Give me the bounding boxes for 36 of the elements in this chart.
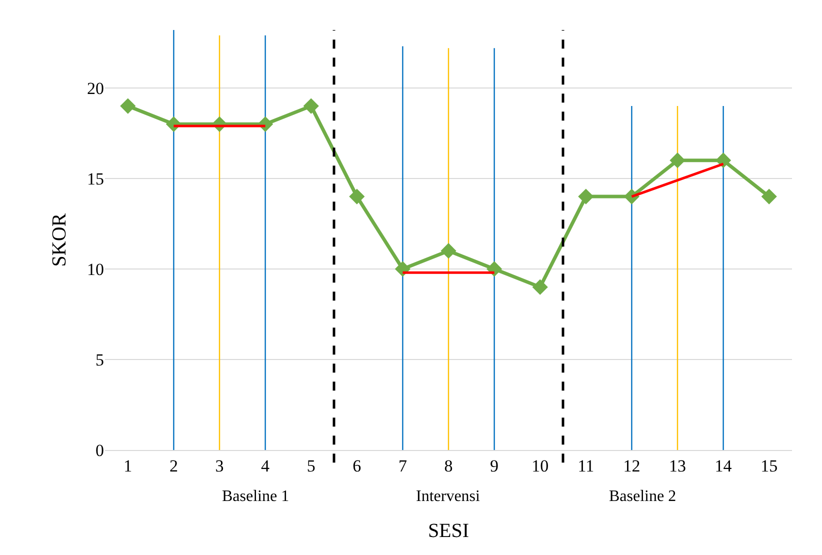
point bbox=[486, 261, 502, 277]
y-tick-label: 20 bbox=[87, 78, 104, 98]
x-tick-label: 4 bbox=[261, 456, 270, 476]
x-tick-label: 8 bbox=[444, 456, 453, 476]
point bbox=[761, 188, 777, 204]
text: Baseline 1 bbox=[222, 488, 290, 505]
y-tick-label: 0 bbox=[96, 440, 104, 460]
point bbox=[120, 98, 136, 114]
y-tick-label: 15 bbox=[87, 169, 104, 188]
x-tick-label: 13 bbox=[669, 456, 686, 476]
x-tick-label: 7 bbox=[398, 456, 408, 476]
x-tick-label: 15 bbox=[760, 456, 778, 476]
point bbox=[716, 152, 732, 168]
x-tick-label: 2 bbox=[169, 456, 178, 476]
x-tick-label: 3 bbox=[215, 456, 224, 476]
point bbox=[578, 188, 594, 204]
point bbox=[670, 152, 686, 168]
point bbox=[303, 98, 319, 114]
point bbox=[440, 243, 456, 259]
x-tick-label: 11 bbox=[578, 456, 594, 476]
y-tick-label: 5 bbox=[96, 350, 104, 370]
text: Intervensi bbox=[416, 488, 481, 505]
y-axis-title: SKOR bbox=[48, 212, 70, 267]
x-tick-label: 14 bbox=[714, 456, 732, 476]
point bbox=[394, 261, 410, 277]
x-tick-label: 5 bbox=[306, 456, 316, 476]
x-axis-title: SESI bbox=[428, 520, 470, 542]
x-tick-label: 6 bbox=[352, 456, 362, 476]
x-tick-label: 10 bbox=[532, 456, 549, 476]
x-tick-label: 12 bbox=[623, 456, 640, 476]
text: Baseline 2 bbox=[609, 488, 676, 505]
point bbox=[349, 188, 365, 204]
x-tick-label: 9 bbox=[490, 456, 499, 476]
x-tick-label: 1 bbox=[124, 456, 132, 476]
point bbox=[532, 279, 548, 295]
y-tick-label: 10 bbox=[87, 260, 104, 279]
